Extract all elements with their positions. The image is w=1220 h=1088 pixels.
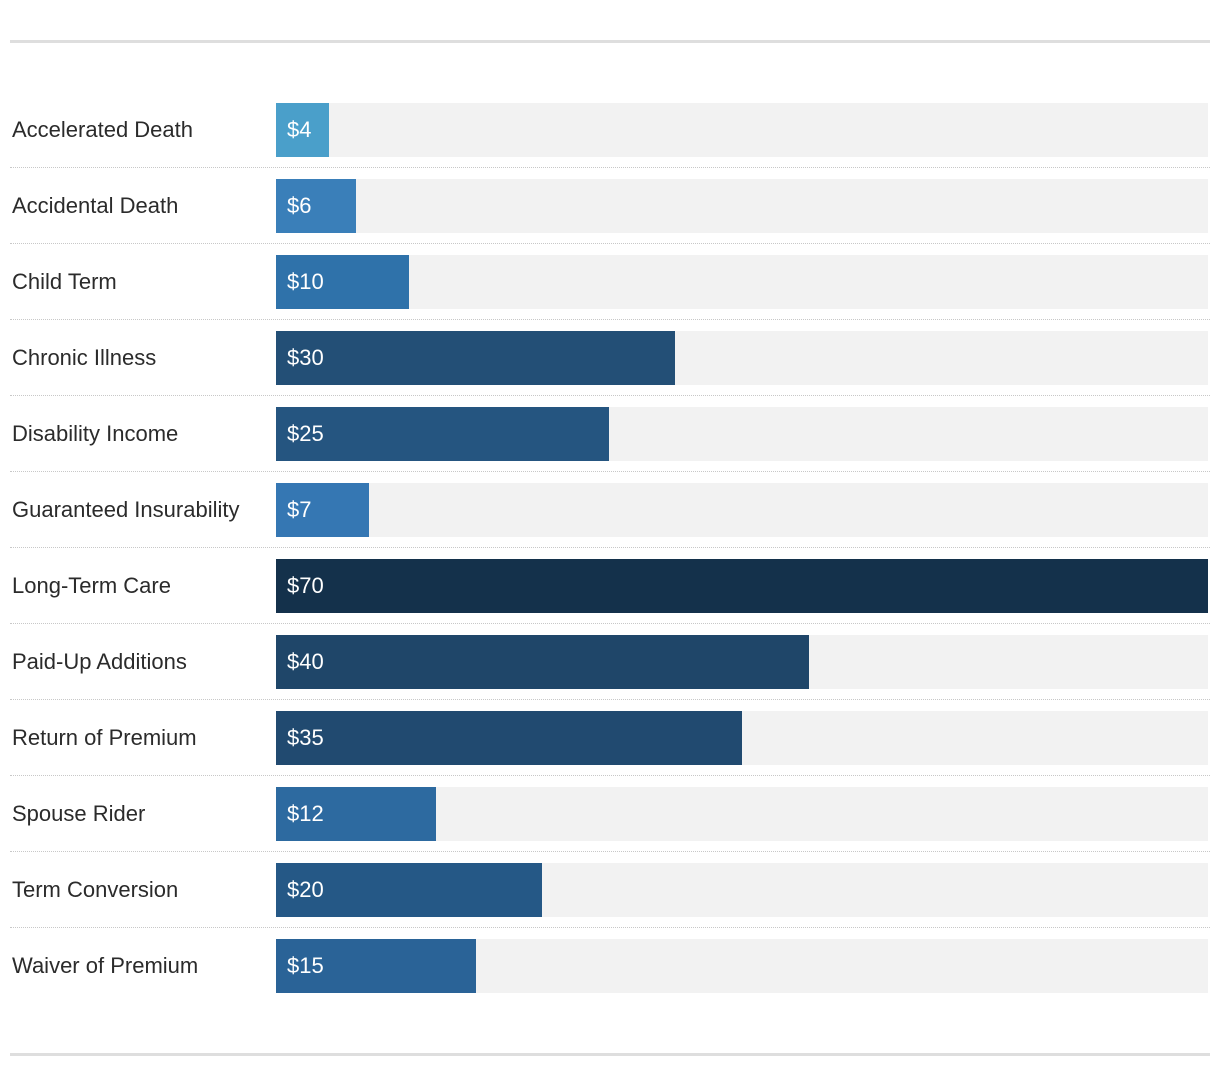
- bar: $35: [276, 711, 742, 765]
- bar-track: $35: [276, 711, 1208, 765]
- bar: $70: [276, 559, 1208, 613]
- horizontal-bar-chart: Accelerated Death $4 Accidental Death $6 Chi…: [10, 92, 1210, 1003]
- bar: $4: [276, 103, 329, 157]
- bar-track: $4: [276, 103, 1208, 157]
- bar-row: Child Term $10: [10, 244, 1210, 320]
- bar-track: $10: [276, 255, 1208, 309]
- bar-value-label: $40: [287, 649, 324, 674]
- bar-value-label: $10: [287, 269, 324, 294]
- bar-value-label: $12: [287, 801, 324, 826]
- bar-row: Spouse Rider $12: [10, 776, 1210, 852]
- bar-value-label: $4: [287, 117, 312, 142]
- bar-track: $30: [276, 331, 1208, 385]
- bar-track: $6: [276, 179, 1208, 233]
- bar: $15: [276, 939, 476, 993]
- bar-value-label: $15: [287, 953, 324, 978]
- bar-row: Waiver of Premium $15: [10, 928, 1210, 1003]
- bar-row: Return of Premium $35: [10, 700, 1210, 776]
- bar-value-label: $25: [287, 421, 324, 446]
- category-label: Accidental Death: [12, 193, 179, 218]
- bar: $30: [276, 331, 675, 385]
- bar-track: $15: [276, 939, 1208, 993]
- bar-track: $40: [276, 635, 1208, 689]
- top-divider: [10, 40, 1210, 43]
- bar: $20: [276, 863, 542, 917]
- bar-value-label: $70: [287, 573, 324, 598]
- bar-track: $12: [276, 787, 1208, 841]
- bar-row: Accelerated Death $4: [10, 92, 1210, 168]
- bar-value-label: $35: [287, 725, 324, 750]
- bar-track: $7: [276, 483, 1208, 537]
- bar-row: Paid-Up Additions $40: [10, 624, 1210, 700]
- category-label: Child Term: [12, 269, 117, 294]
- bottom-divider: [10, 1053, 1210, 1056]
- bar-row: Accidental Death $6: [10, 168, 1210, 244]
- category-label: Disability Income: [12, 421, 179, 446]
- category-label: Term Conversion: [12, 877, 179, 902]
- bar-track: $25: [276, 407, 1208, 461]
- bar: $12: [276, 787, 436, 841]
- bar-value-label: $20: [287, 877, 324, 902]
- category-label: Return of Premium: [12, 725, 197, 750]
- bar-row: Term Conversion $20: [10, 852, 1210, 928]
- bar: $10: [276, 255, 409, 309]
- bar-value-label: $7: [287, 497, 312, 522]
- bar: $25: [276, 407, 609, 461]
- category-label: Long-Term Care: [12, 573, 171, 598]
- category-label: Guaranteed Insurability: [12, 497, 240, 522]
- category-label: Accelerated Death: [12, 117, 193, 142]
- bar-track: $20: [276, 863, 1208, 917]
- category-label: Spouse Rider: [12, 801, 146, 826]
- bar-track: $70: [276, 559, 1208, 613]
- bar-value-label: $30: [287, 345, 324, 370]
- bar: $6: [276, 179, 356, 233]
- bar-value-label: $6: [287, 193, 312, 218]
- bar: $7: [276, 483, 369, 537]
- category-label: Chronic Illness: [12, 345, 157, 370]
- bar-row: Long-Term Care $70: [10, 548, 1210, 624]
- bar-row: Disability Income $25: [10, 396, 1210, 472]
- category-label: Paid-Up Additions: [12, 649, 187, 674]
- category-label: Waiver of Premium: [12, 953, 199, 978]
- bar-row: Chronic Illness $30: [10, 320, 1210, 396]
- bar: $40: [276, 635, 809, 689]
- bar-row: Guaranteed Insurability $7: [10, 472, 1210, 548]
